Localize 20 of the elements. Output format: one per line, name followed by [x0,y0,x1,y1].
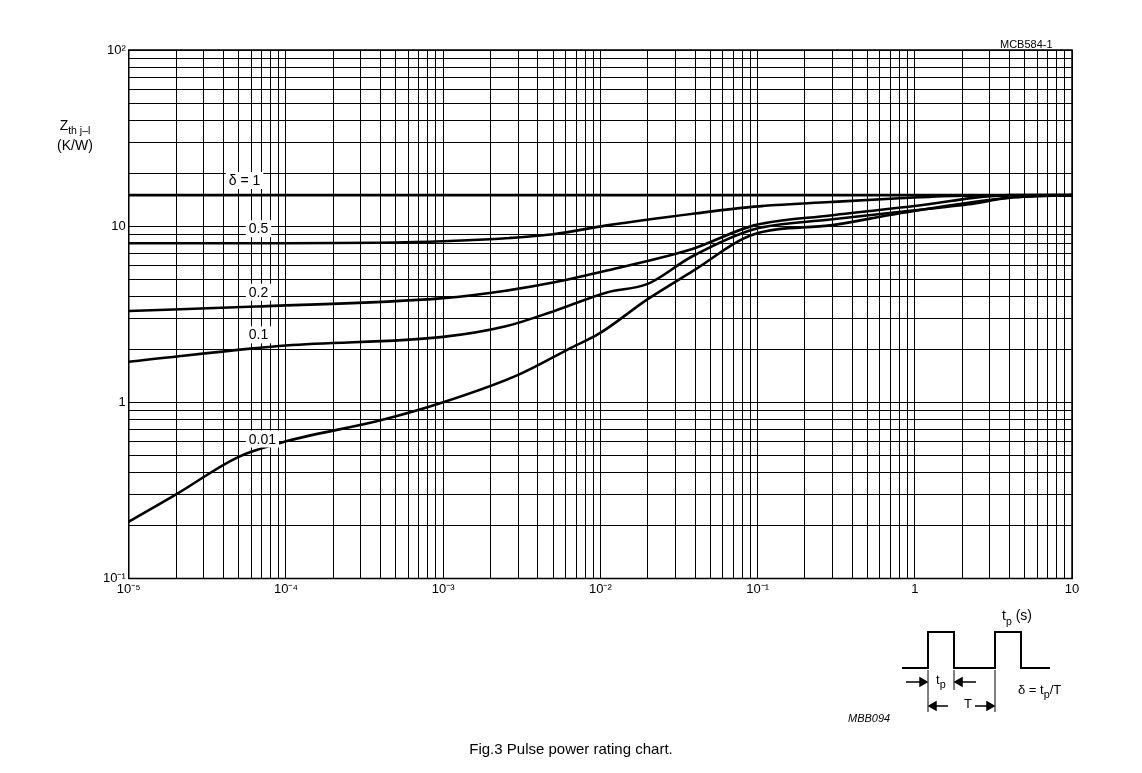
series-label: 0.2 [248,283,269,300]
x-tick-label: 10⁻³ [431,580,456,596]
series-label: δ = 1 [228,172,261,189]
text: δ = t$_{p}$/T [1018,682,1062,700]
y-tick-label: 1 [118,393,126,409]
y-tick-label: 10 [111,217,126,233]
series-label: 0.5 [248,220,269,237]
series-label: 0.1 [248,326,269,343]
x-tick-label: 10⁻¹ [746,580,770,596]
text: Fig.3 Pulse power rating chart. [468,740,674,757]
annotation: MCB584-1 [1000,38,1053,50]
x-tick-label: 1 [911,580,919,596]
text: MBB094 [848,712,891,724]
x-tick-label: 10⁻⁴ [273,580,299,596]
text: T [964,696,972,711]
y-tick-label: 10² [106,41,127,57]
text: t$_{p}$ [936,672,946,690]
x-tick-label: 10 [1064,580,1080,596]
x-tick-label: 10⁻² [589,580,613,596]
series-label: 0.01 [248,430,277,447]
